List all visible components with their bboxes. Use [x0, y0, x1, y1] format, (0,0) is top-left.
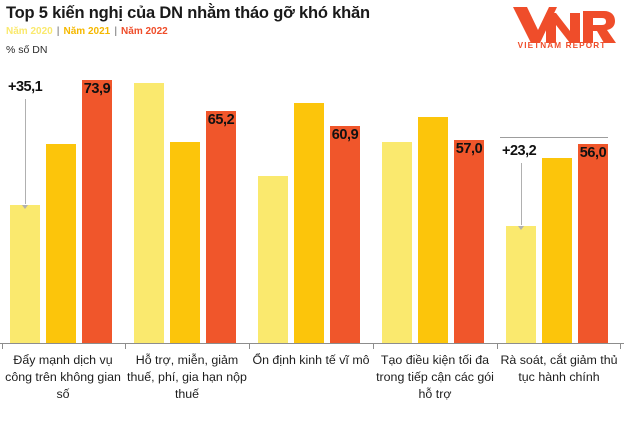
- bar-group-2: 60,9: [256, 60, 364, 343]
- axis-tick-0: [2, 343, 4, 349]
- category-label-1: Hỗ trợ, miễn, giảm thuế, phí, gia hạn nộ…: [127, 353, 247, 402]
- bar-2021-3[interactable]: [418, 117, 448, 343]
- delta-stem-0: [25, 99, 27, 204]
- category-labels: Đẩy mạnh dịch vụ công trên không gian số…: [0, 352, 624, 441]
- delta-arrow-4: [518, 226, 525, 230]
- bar-2020-1[interactable]: [134, 83, 164, 343]
- value-label-2022-1: 65,2: [207, 112, 235, 128]
- bar-group-1: 65,2: [132, 60, 240, 343]
- axis-tick-1: [125, 343, 127, 349]
- vietnam-report-logo: VIETNAM REPORT: [507, 3, 617, 49]
- bar-2020-4[interactable]: [506, 226, 536, 343]
- axis-tick-5: [620, 343, 622, 349]
- bar-2022-4[interactable]: [578, 144, 608, 343]
- value-label-2022-2: 60,9: [331, 127, 359, 143]
- bar-2022-1[interactable]: [206, 111, 236, 343]
- bar-group-4: 56,0 +23,2: [500, 60, 612, 343]
- bar-2021-0[interactable]: [46, 144, 76, 343]
- bar-2020-0[interactable]: [10, 205, 40, 343]
- bar-2022-0[interactable]: [82, 80, 112, 343]
- page-title: Top 5 kiến nghị của DN nhằm tháo gỡ khó …: [6, 4, 370, 22]
- bar-2021-4[interactable]: [542, 158, 572, 343]
- x-axis-line: [0, 342, 624, 344]
- value-label-2022-4: 56,0: [579, 145, 607, 161]
- delta-stem-4: [521, 163, 523, 225]
- axis-tick-2: [249, 343, 251, 349]
- delta-bracket-4: [500, 137, 608, 138]
- value-label-2022-0: 73,9: [83, 81, 111, 97]
- category-label-2: Ổn định kinh tế vĩ mô: [252, 353, 370, 367]
- bar-group-3: 57,0: [380, 60, 488, 343]
- category-label-3: Tạo điều kiện tối đa trong tiếp cận các …: [376, 353, 494, 402]
- bar-2020-3[interactable]: [382, 142, 412, 343]
- category-label-4: Rà soát, cắt giảm thủ tục hành chính: [500, 353, 618, 385]
- plot-area: 73,9 +35,1 65,2 60,9 57,0: [0, 60, 624, 349]
- y-axis-unit-label: % số DN: [6, 44, 48, 56]
- legend-item-2020: Năm 2020: [6, 26, 53, 37]
- legend-item-2021: Năm 2021: [63, 26, 111, 37]
- axis-tick-3: [373, 343, 375, 349]
- delta-arrow-0: [22, 205, 29, 209]
- bar-2021-1[interactable]: [170, 142, 200, 343]
- legend-separator-1: |: [56, 26, 60, 37]
- value-label-2022-3: 57,0: [455, 141, 483, 157]
- delta-annotation-4: +23,2: [502, 143, 537, 159]
- legend-item-2022: Năm 2022: [121, 26, 168, 37]
- vnr-logo-icon: VIETNAM REPORT: [513, 7, 616, 49]
- bar-2021-2[interactable]: [294, 103, 324, 343]
- bar-2020-2[interactable]: [258, 176, 288, 343]
- category-label-0: Đẩy mạnh dịch vụ công trên không gian số: [5, 353, 121, 402]
- bar-2022-2[interactable]: [330, 126, 360, 343]
- svg-text:VIETNAM REPORT: VIETNAM REPORT: [518, 41, 607, 49]
- legend-separator-2: |: [114, 26, 118, 37]
- bar-2022-3[interactable]: [454, 140, 484, 343]
- bar-group-0: 73,9 +35,1: [8, 60, 116, 343]
- axis-tick-4: [497, 343, 499, 349]
- delta-annotation-0: +35,1: [8, 79, 43, 95]
- legend: Năm 2020 | Năm 2021 | Năm 2022: [6, 26, 168, 37]
